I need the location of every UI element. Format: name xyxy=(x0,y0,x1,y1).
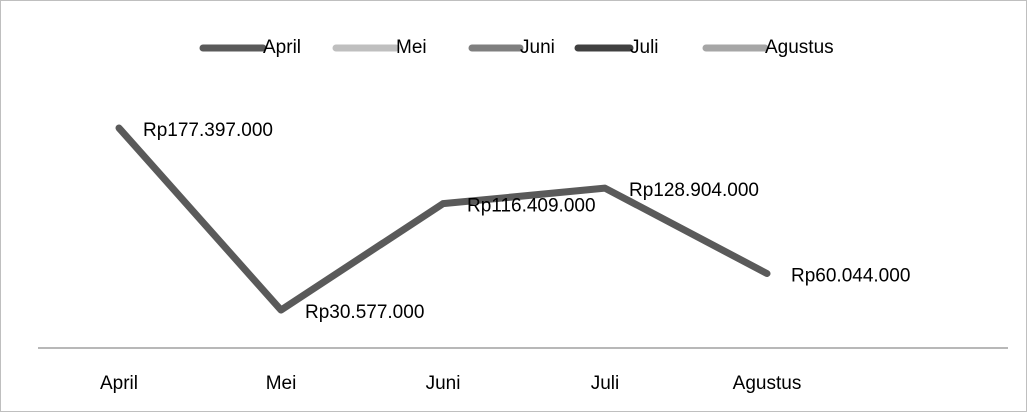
legend-label: Agustus xyxy=(765,37,834,58)
x-tick-label: Juli xyxy=(591,373,620,394)
legend-label: Juli xyxy=(630,37,659,58)
data-label: Rp116.409.000 xyxy=(467,196,596,217)
legend-label: April xyxy=(263,37,301,58)
x-tick-label: Mei xyxy=(266,373,297,394)
x-tick-label: April xyxy=(100,373,138,394)
legend-label: Juni xyxy=(520,37,555,58)
x-tick-label: Juni xyxy=(426,373,461,394)
data-label: Rp177.397.000 xyxy=(143,120,273,141)
x-tick-label: Agustus xyxy=(733,373,802,394)
data-label: Rp60.044.000 xyxy=(791,266,910,287)
data-label: Rp128.904.000 xyxy=(629,180,759,201)
line xyxy=(115,124,771,314)
legend-label: Mei xyxy=(396,37,427,58)
data-label: Rp30.577.000 xyxy=(305,302,424,323)
